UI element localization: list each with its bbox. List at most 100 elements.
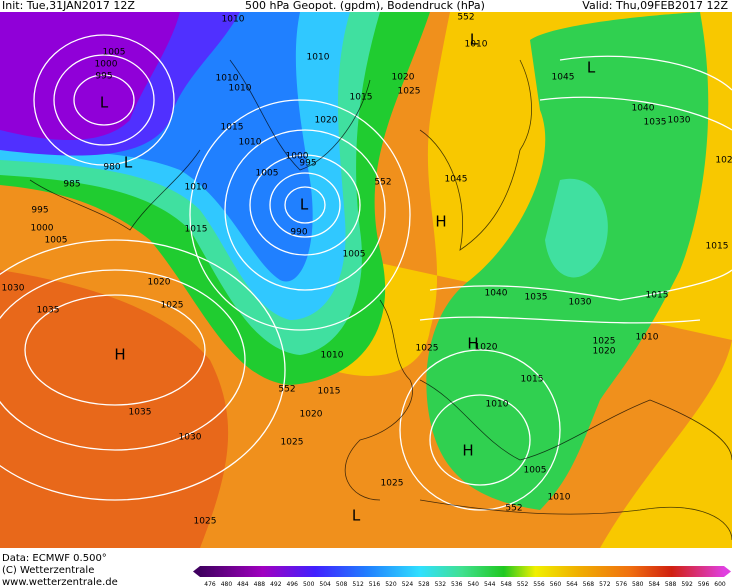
isobar-label: 1035 bbox=[644, 118, 667, 128]
isobar-label: 1030 bbox=[179, 433, 202, 443]
colorbar-label: 528 bbox=[418, 581, 430, 587]
isobar-label: 1015 bbox=[646, 291, 669, 301]
isobar-label: 1010 bbox=[486, 400, 509, 410]
isobar-label: 1005 bbox=[524, 466, 547, 476]
isobar-label: 1000 bbox=[31, 224, 54, 234]
isobar-label: 1035 bbox=[129, 408, 152, 418]
copyright: (C) Wetterzentrale bbox=[2, 565, 94, 576]
colorbar-label: 544 bbox=[484, 581, 496, 587]
isobar-label: 1025 bbox=[381, 479, 404, 489]
colorbar-label: 552 bbox=[517, 581, 529, 587]
colorbar-label: 520 bbox=[385, 581, 397, 587]
isobar-label: 1035 bbox=[37, 306, 60, 316]
isobar-label: 1010 bbox=[239, 138, 262, 148]
isobar-label: 1035 bbox=[525, 293, 548, 303]
isobar-label: 1010 bbox=[636, 333, 659, 343]
isobar-label: 995 bbox=[31, 206, 48, 216]
isobars bbox=[0, 34, 732, 511]
map-field bbox=[0, 12, 732, 548]
isobar-label: 1015 bbox=[221, 123, 244, 133]
isobar-label: 552 bbox=[505, 504, 522, 514]
isobar-label: 552 bbox=[374, 178, 391, 188]
pressure-center: L bbox=[300, 196, 309, 214]
isobar-label: 1020 bbox=[593, 347, 616, 357]
pressure-center: L bbox=[587, 59, 596, 77]
colorbar-arrow bbox=[193, 566, 200, 577]
isobar-label: 1045 bbox=[445, 175, 468, 185]
colorbar-label: 568 bbox=[583, 581, 595, 587]
colorbar-label: 492 bbox=[270, 581, 282, 587]
isobar-label: 1040 bbox=[485, 289, 508, 299]
pressure-center: H bbox=[114, 346, 125, 364]
isobar-label: 1025 bbox=[281, 438, 304, 448]
isobar-label: 980 bbox=[103, 163, 120, 173]
colorbar-label: 556 bbox=[533, 581, 545, 587]
isobar-label: 1010 bbox=[229, 84, 252, 94]
colorbar-label: 540 bbox=[467, 581, 479, 587]
colorbar-label: 532 bbox=[435, 581, 447, 587]
isobar-label: 1000 bbox=[286, 152, 309, 162]
isobar-label: 1020 bbox=[475, 343, 498, 353]
data-source: Data: ECMWF 0.500° bbox=[2, 553, 107, 564]
isobar-label: 1010 bbox=[307, 53, 330, 63]
isobar-label: 1015 bbox=[521, 375, 544, 385]
isobar-label: 1045 bbox=[552, 73, 575, 83]
isobar-label: 1010 bbox=[465, 40, 488, 50]
colorbar bbox=[200, 566, 724, 577]
isobar-label: 1015 bbox=[185, 225, 208, 235]
pressure-center: L bbox=[352, 507, 361, 525]
isobar-label: 995 bbox=[299, 159, 316, 169]
colorbar-arrow bbox=[724, 566, 731, 577]
colorbar-label: 564 bbox=[566, 581, 578, 587]
colorbar-label: 480 bbox=[221, 581, 233, 587]
isobar-label: 1030 bbox=[569, 298, 592, 308]
isobar-label: 1010 bbox=[321, 351, 344, 361]
colorbar-label: 484 bbox=[237, 581, 249, 587]
colorbar-label: 512 bbox=[352, 581, 364, 587]
isobar-label: 1005 bbox=[103, 48, 126, 58]
colorbar-label: 496 bbox=[287, 581, 299, 587]
isobar-label: 990 bbox=[290, 228, 307, 238]
isobar-label: 1000 bbox=[95, 60, 118, 70]
colorbar-label: 500 bbox=[303, 581, 315, 587]
pressure-center: L bbox=[470, 31, 479, 49]
pressure-center: L bbox=[124, 154, 133, 172]
colorbar-label: 548 bbox=[500, 581, 512, 587]
isobar-label: 1015 bbox=[350, 93, 373, 103]
colorbar-label: 516 bbox=[369, 581, 381, 587]
isobar-label: 1020 bbox=[392, 73, 415, 83]
isobar-label: 1025 bbox=[593, 337, 616, 347]
colorbar-label: 584 bbox=[648, 581, 660, 587]
colorbar-label: 576 bbox=[616, 581, 628, 587]
pressure-center: H bbox=[462, 442, 473, 460]
colorbar-label: 488 bbox=[254, 581, 266, 587]
isobar-label: 985 bbox=[63, 180, 80, 190]
colorbar-label: 560 bbox=[550, 581, 562, 587]
colorbar-label: 524 bbox=[402, 581, 414, 587]
colorbar-label: 476 bbox=[204, 581, 216, 587]
isobar-label: 1005 bbox=[343, 250, 366, 260]
colorbar-label: 580 bbox=[632, 581, 644, 587]
isobar-label: 1025 bbox=[416, 344, 439, 354]
map-title: 500 hPa Geopot. (gpdm), Bodendruck (hPa) bbox=[245, 0, 485, 12]
colorbar-label: 588 bbox=[665, 581, 677, 587]
isobar-label: 1030 bbox=[2, 284, 25, 294]
colorbar-label: 508 bbox=[336, 581, 348, 587]
colorbar-label: 592 bbox=[681, 581, 693, 587]
isobar-label: 1015 bbox=[318, 387, 341, 397]
pressure-center: L bbox=[100, 94, 109, 112]
init-time: Init: Tue,31JAN2017 12Z bbox=[2, 0, 135, 12]
valid-time: Valid: Thu,09FEB2017 12Z bbox=[582, 0, 728, 12]
isobar-label: 1025 bbox=[161, 301, 184, 311]
isobar-label: 552 bbox=[278, 385, 295, 395]
isobar-label: 552 bbox=[457, 13, 474, 23]
colorbar-label: 572 bbox=[599, 581, 611, 587]
isobar-label: 102 bbox=[715, 156, 732, 166]
isobar-label: 1010 bbox=[185, 183, 208, 193]
isobar-label: 1010 bbox=[216, 74, 239, 84]
isobar-label: 1020 bbox=[148, 278, 171, 288]
colorbar-label: 600 bbox=[714, 581, 726, 587]
pressure-center: H bbox=[467, 335, 478, 353]
